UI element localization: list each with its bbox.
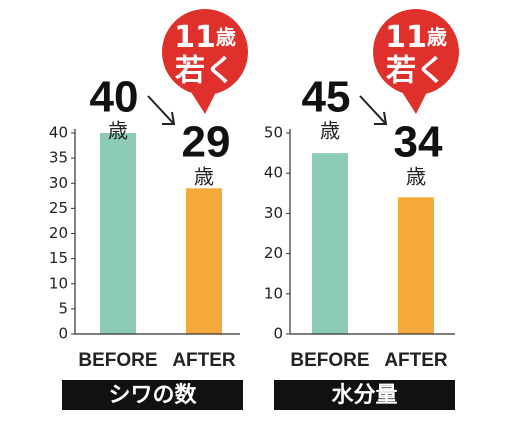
- y-tick-label: 40: [49, 124, 68, 142]
- callout-bubble: [373, 9, 459, 95]
- y-tick-label: 0: [58, 325, 68, 343]
- callout-bubble: [402, 90, 428, 114]
- unit-label: 歳: [406, 165, 426, 189]
- y-tick-label: 30: [264, 204, 283, 222]
- x-tick-label: BEFORE: [290, 350, 369, 371]
- unit-label: 歳: [320, 119, 340, 143]
- callout-unit: 歳: [427, 25, 447, 49]
- y-tick-label: 35: [49, 149, 68, 167]
- callout-text: 11歳: [385, 20, 447, 55]
- x-tick-label: BEFORE: [78, 350, 157, 371]
- caption: シワの数: [108, 382, 197, 408]
- callout-number: 11: [174, 20, 216, 55]
- callout-text: 11歳: [174, 20, 236, 55]
- y-tick-label: 25: [49, 199, 68, 217]
- y-tick-label: 40: [264, 164, 283, 182]
- bar: [312, 153, 348, 334]
- callout-bubble: [191, 90, 217, 114]
- caption-bg: [62, 380, 243, 410]
- caption-bg: [274, 380, 455, 410]
- value-label: 34: [394, 118, 443, 167]
- bar: [398, 197, 434, 334]
- y-tick-label: 20: [49, 224, 68, 242]
- callout-bubble: [162, 9, 248, 95]
- value-label: 40: [90, 73, 139, 122]
- callout-text: 若く: [175, 54, 235, 89]
- y-tick-label: 20: [264, 244, 283, 262]
- caption: 水分量: [331, 383, 397, 408]
- callout-text: 若く: [386, 54, 446, 89]
- x-tick-label: AFTER: [384, 350, 448, 371]
- value-label: 45: [302, 73, 351, 122]
- bar: [186, 188, 222, 334]
- y-tick-label: 30: [49, 174, 68, 192]
- unit-label: 歳: [108, 119, 128, 143]
- callout-unit: 歳: [216, 25, 236, 49]
- y-tick-label: 5: [58, 299, 68, 317]
- arrow: [359, 95, 388, 125]
- y-tick-label: 10: [264, 284, 283, 302]
- y-tick-label: 50: [264, 124, 283, 142]
- x-tick-label: AFTER: [172, 350, 236, 371]
- y-tick-label: 15: [49, 249, 68, 267]
- bar: [100, 133, 136, 334]
- unit-label: 歳: [194, 165, 214, 189]
- y-tick-label: 10: [49, 274, 68, 292]
- arrow: [147, 95, 176, 125]
- callout-number: 11: [385, 20, 427, 55]
- value-label: 29: [182, 118, 231, 167]
- y-tick-label: 0: [273, 325, 283, 343]
